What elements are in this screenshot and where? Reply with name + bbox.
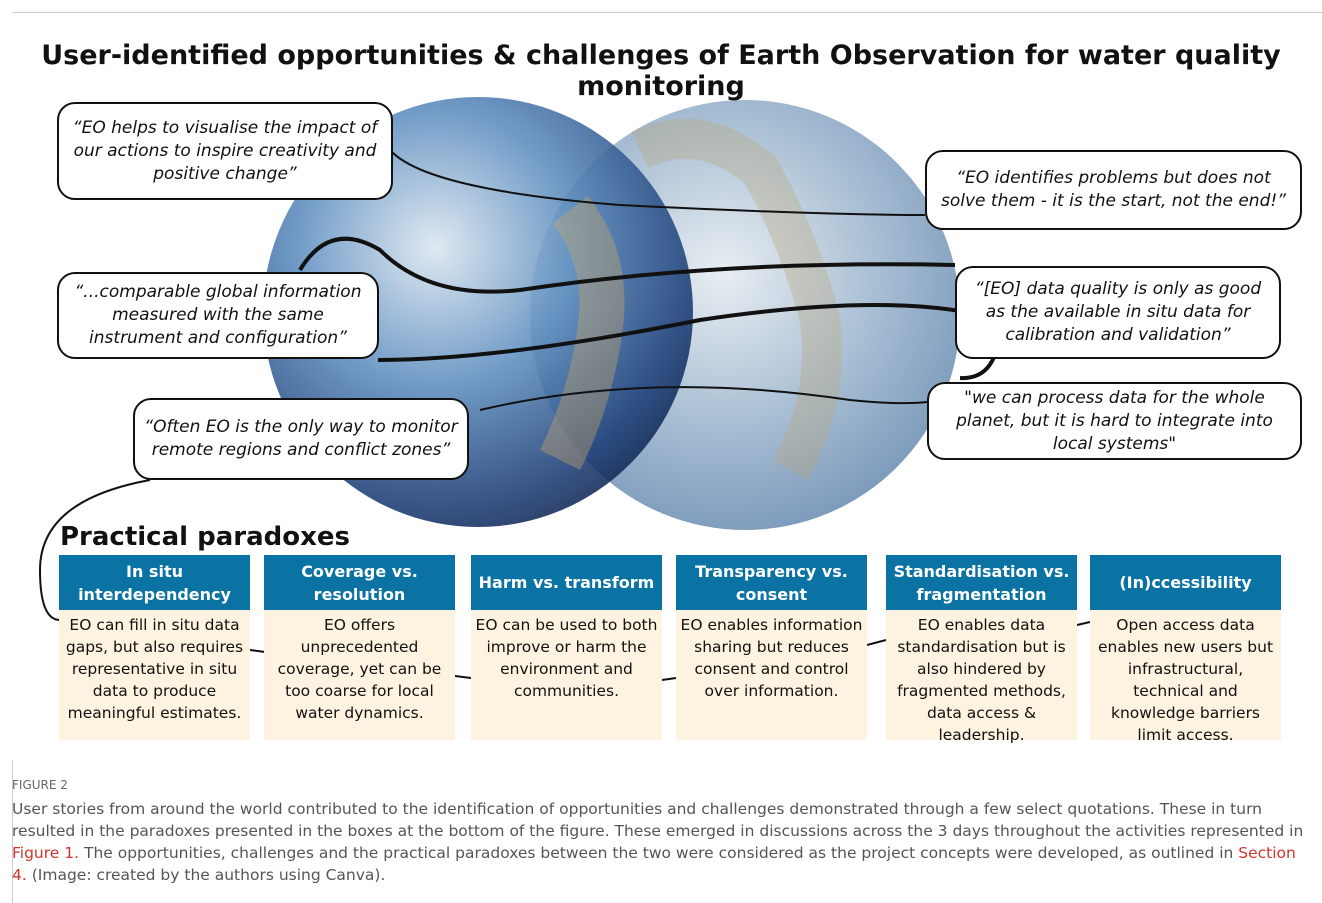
caption-text: (Image: created by the authors using Can… xyxy=(27,866,386,884)
quote: “Often EO is the only way to monitor rem… xyxy=(133,398,469,480)
quote: “EO helps to visualise the impact of our… xyxy=(57,102,393,200)
paradox-text: EO enables data standardisation but is a… xyxy=(886,610,1077,740)
quote: "we can process data for the whole plane… xyxy=(927,382,1302,460)
paradoxes-title: Practical paradoxes xyxy=(60,522,350,552)
paradox-heading: (In)ccessibility xyxy=(1090,555,1281,610)
quote: “...comparable global information measur… xyxy=(57,272,379,359)
quote: “[EO] data quality is only as good as th… xyxy=(955,266,1281,359)
paradox-heading: Coverage vs. resolution xyxy=(264,555,455,610)
paradox-text: EO enables information sharing but reduc… xyxy=(676,610,867,740)
caption: FIGURE 2 User stories from around the wo… xyxy=(12,774,1312,886)
paradox-heading: In situ interdependency xyxy=(59,555,250,610)
figure-title: User-identified opportunities & challeng… xyxy=(0,40,1322,102)
paradox-heading: Harm vs. transform xyxy=(471,555,662,610)
quote: “EO identifies problems but does not sol… xyxy=(925,150,1302,230)
paradox-text: EO offers unprecedented coverage, yet ca… xyxy=(264,610,455,740)
paradox-text: EO can fill in situ data gaps, but also … xyxy=(59,610,250,740)
paradox-heading: Standardisation vs. fragmentation xyxy=(886,555,1077,610)
caption-text: The opportunities, challenges and the pr… xyxy=(79,844,1238,862)
figure-link[interactable]: Figure 1. xyxy=(12,844,79,862)
paradox-heading: Transparency vs. consent xyxy=(676,555,867,610)
page: User-identified opportunities & challeng… xyxy=(0,0,1322,903)
caption-text: User stories from around the world contr… xyxy=(12,800,1303,840)
caption-label: FIGURE 2 xyxy=(12,774,1312,796)
paradox-text: EO can be used to both improve or harm t… xyxy=(471,610,662,740)
paradox-text: Open access data enables new users but i… xyxy=(1090,610,1281,740)
